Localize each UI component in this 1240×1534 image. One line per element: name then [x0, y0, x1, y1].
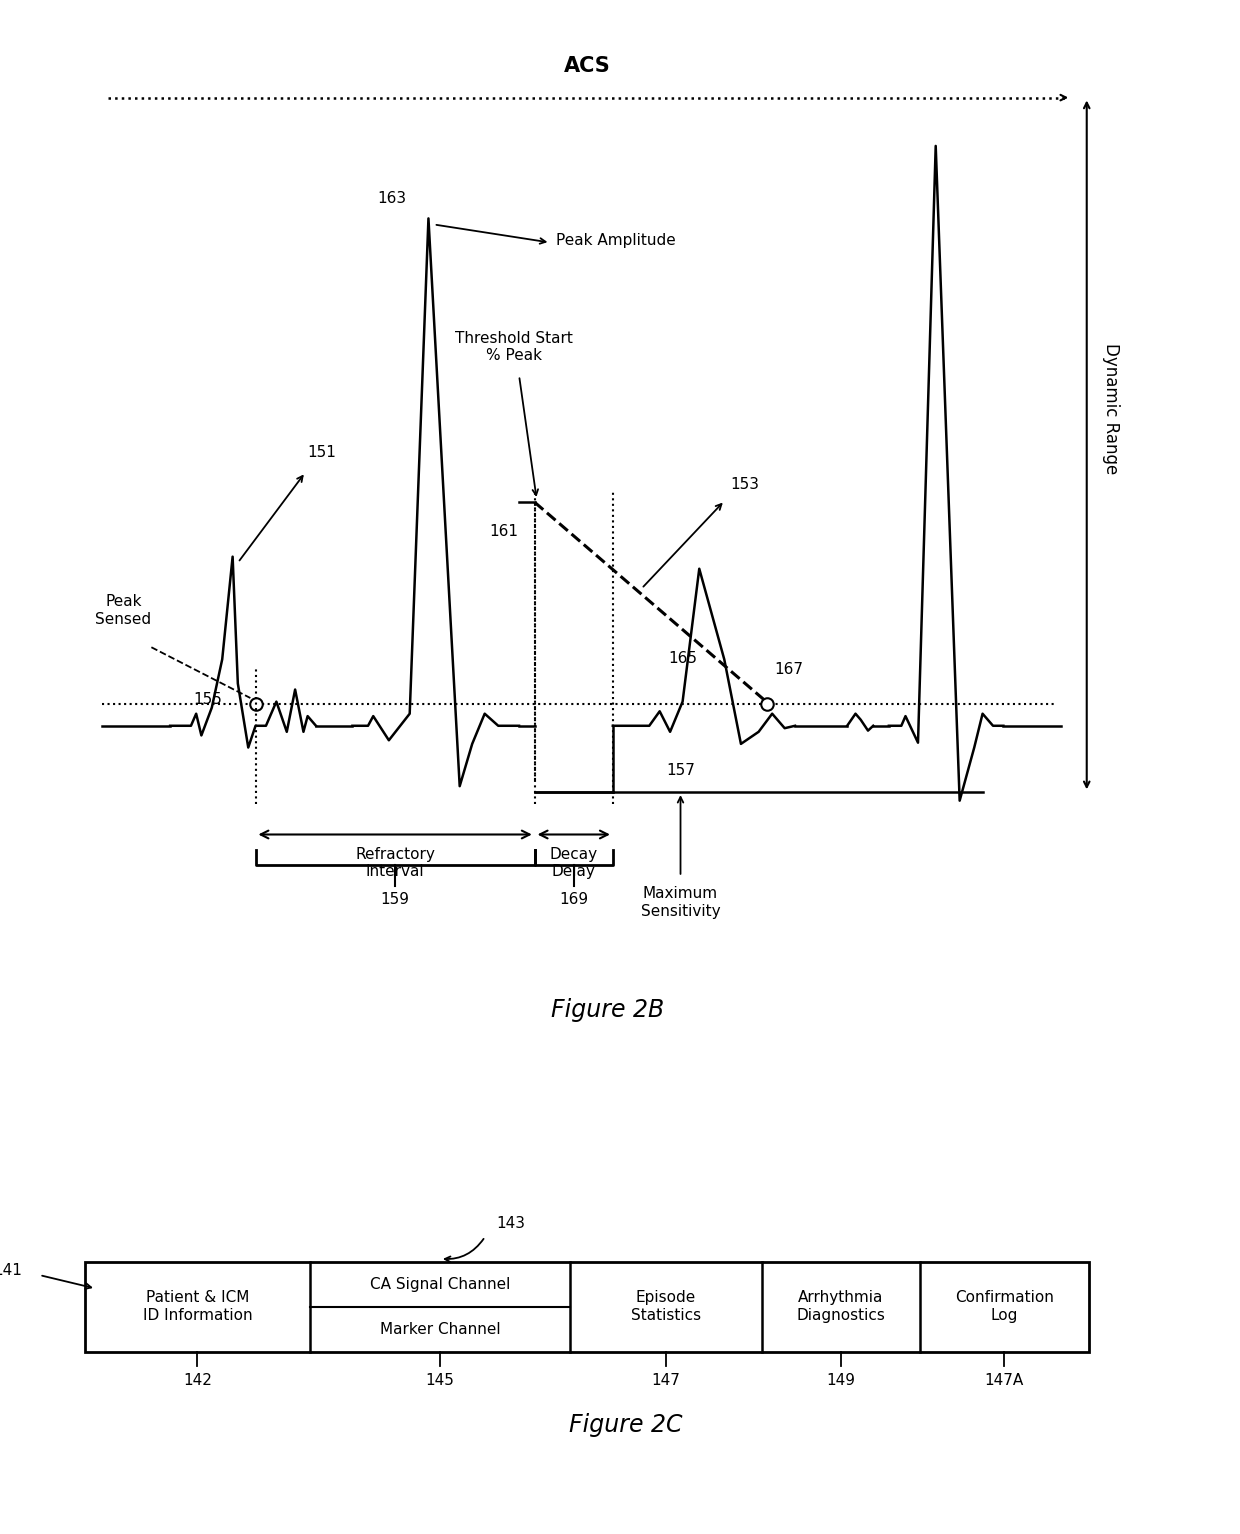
- Text: Refractory
Interval: Refractory Interval: [355, 847, 435, 879]
- Text: 153: 153: [730, 477, 759, 492]
- Text: Confirmation
Log: Confirmation Log: [955, 1290, 1054, 1322]
- Text: 157: 157: [666, 762, 694, 778]
- Text: CA Signal Channel: CA Signal Channel: [370, 1276, 510, 1292]
- Text: Figure 2C: Figure 2C: [569, 1413, 683, 1437]
- Text: 142: 142: [184, 1373, 212, 1388]
- Text: 143: 143: [496, 1216, 526, 1230]
- Text: Maximum
Sensitivity: Maximum Sensitivity: [641, 887, 720, 919]
- Bar: [84, 1261, 1089, 1351]
- Text: 155: 155: [193, 692, 222, 707]
- Text: Peak Amplitude: Peak Amplitude: [556, 233, 676, 247]
- Text: 145: 145: [425, 1373, 454, 1388]
- Text: Patient & ICM
ID Information: Patient & ICM ID Information: [143, 1290, 252, 1322]
- Text: Dynamic Range: Dynamic Range: [1102, 344, 1121, 474]
- Text: 149: 149: [826, 1373, 856, 1388]
- Text: Figure 2B: Figure 2B: [551, 997, 665, 1022]
- Text: 161: 161: [489, 525, 518, 538]
- Text: 169: 169: [559, 893, 588, 908]
- Text: Peak
Sensed: Peak Sensed: [95, 594, 151, 627]
- Text: 167: 167: [774, 663, 804, 678]
- Text: Arrhythmia
Diagnostics: Arrhythmia Diagnostics: [796, 1290, 885, 1322]
- Text: Decay
Delay: Decay Delay: [549, 847, 598, 879]
- Text: 159: 159: [381, 893, 409, 908]
- Text: Marker Channel: Marker Channel: [379, 1322, 500, 1336]
- Text: 141: 141: [0, 1262, 22, 1278]
- Text: 165: 165: [668, 650, 697, 666]
- Text: Episode
Statistics: Episode Statistics: [631, 1290, 701, 1322]
- Text: 163: 163: [377, 192, 407, 207]
- Text: 147: 147: [651, 1373, 680, 1388]
- Text: Threshold Start
% Peak: Threshold Start % Peak: [455, 331, 573, 364]
- Text: ACS: ACS: [563, 55, 610, 75]
- Text: 151: 151: [308, 445, 336, 460]
- Text: 147A: 147A: [985, 1373, 1024, 1388]
